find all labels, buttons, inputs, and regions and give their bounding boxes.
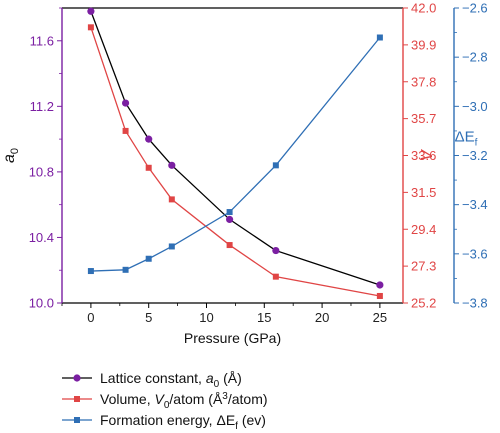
- series-group: [87, 7, 384, 299]
- right2-tick-label-5: −2.8: [462, 50, 488, 65]
- series-1-point-6: [376, 292, 383, 299]
- left-tick-label-0: 10.0: [29, 296, 54, 311]
- axes-group: 0 5 10 15 20 25 Pressure (GPa) 10.0 10.4 10.8 11.2…: [1, 1, 488, 347]
- right1-tick-label-7: 39.9: [411, 37, 436, 52]
- series-1-point-1: [122, 127, 129, 134]
- series-0-point-6: [376, 281, 384, 289]
- right1-tick-label-0: 25.2: [411, 296, 436, 311]
- legend-marker-0: [73, 374, 81, 382]
- legend: Lattice constant, a0 (Å)Volume, V0/atom …: [62, 370, 268, 432]
- right1-tick-label-8: 42.0: [411, 1, 436, 16]
- right1-tick-label-1: 27.3: [411, 259, 436, 274]
- right2-tick-label-6: −2.6: [462, 1, 488, 16]
- right2-tick-label-2: −3.4: [462, 197, 488, 212]
- left-axis-label: a0: [1, 148, 21, 163]
- series-2-point-4: [226, 209, 233, 216]
- legend-marker-1: [74, 396, 80, 402]
- series-line-1: [90, 27, 381, 297]
- series-2-point-2: [145, 255, 152, 262]
- series-1-point-3: [168, 196, 175, 203]
- series-0-point-0: [87, 7, 95, 15]
- series-0-point-4: [226, 215, 234, 224]
- series-2-point-1: [122, 266, 129, 273]
- right2-tick-label-4: −3.0: [462, 99, 488, 114]
- legend-label-0: Lattice constant, a0 (Å): [100, 370, 242, 390]
- left-tick-label-4: 11.6: [30, 33, 54, 48]
- legend-label-1: Volume, V0/atom (Å3/atom): [100, 391, 268, 411]
- right2-tick-label-3: −3.2: [462, 148, 488, 163]
- right2-axis-label: ΔEf: [455, 129, 478, 149]
- series-1-point-4: [226, 242, 233, 249]
- right2-tick-label-1: −3.6: [462, 246, 488, 261]
- x-tick-label-5: 25: [373, 310, 387, 325]
- series-2-point-6: [376, 34, 383, 41]
- right1-tick-label-3: 31.5: [411, 185, 436, 200]
- x-axis-label: Pressure (GPa): [184, 330, 281, 346]
- legend-label-2: Formation energy, ΔEf (ev): [100, 412, 266, 432]
- legend-marker-2: [74, 417, 80, 423]
- left-tick-label-3: 11.2: [30, 99, 54, 114]
- x-tick-label-4: 20: [315, 310, 329, 325]
- series-0-point-5: [272, 246, 280, 255]
- series-0-point-1: [121, 99, 130, 107]
- series-line-2: [90, 37, 381, 272]
- series-1-point-2: [145, 164, 152, 171]
- right1-tick-label-2: 29.4: [411, 222, 436, 237]
- left-tick-label-2: 10.8: [29, 164, 54, 179]
- right1-tick-label-5: 35.7: [411, 111, 436, 126]
- series-line-0: [90, 11, 381, 286]
- left-tick-label-1: 10.4: [29, 230, 54, 245]
- x-tick-label-3: 15: [257, 310, 271, 325]
- right2-tick-label-0: −3.8: [462, 296, 488, 311]
- series-2-point-3: [168, 243, 175, 250]
- right1-axis-label: V: [419, 149, 436, 161]
- series-1-point-0: [87, 24, 94, 31]
- x-tick-label-0: 0: [87, 310, 94, 325]
- right1-tick-label-6: 37.8: [411, 74, 436, 89]
- series-2-point-5: [272, 162, 279, 169]
- x-tick-label-1: 5: [145, 310, 152, 325]
- series-1-point-5: [272, 273, 279, 280]
- series-0-point-2: [145, 135, 153, 143]
- x-tick-label-2: 10: [199, 310, 213, 325]
- series-0-point-3: [168, 161, 176, 169]
- right1-tick-label-4: 33.6: [411, 148, 436, 163]
- series-2-point-0: [87, 268, 94, 275]
